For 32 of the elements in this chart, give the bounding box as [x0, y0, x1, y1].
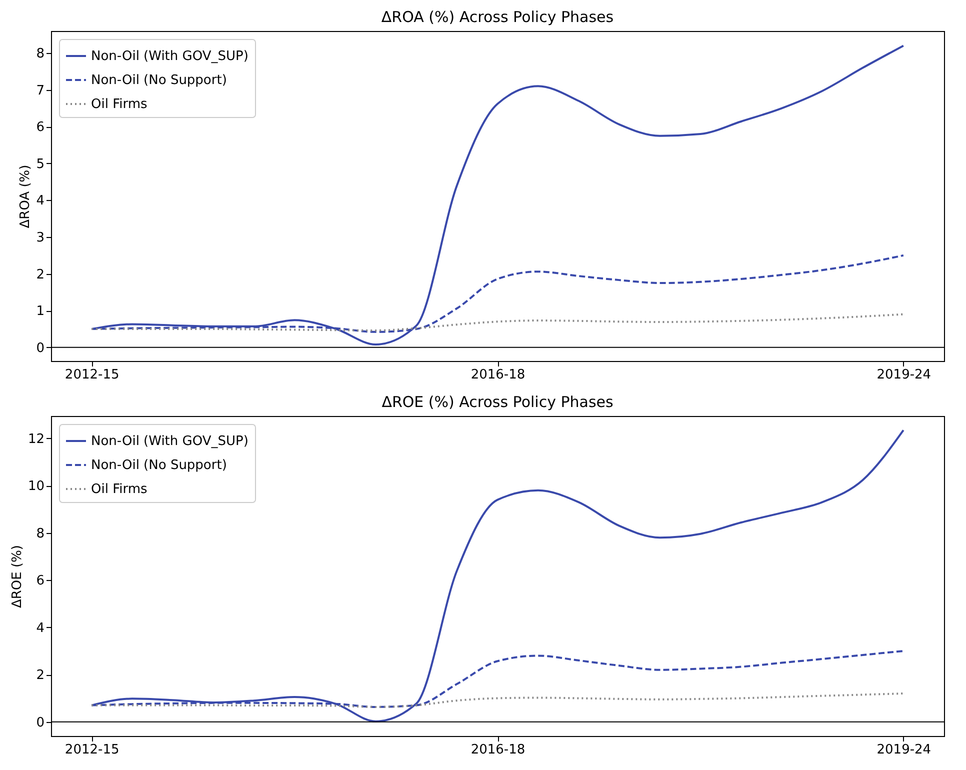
legend-label: Non-Oil (With GOV_SUP): [91, 49, 248, 64]
y-tick-label: 3: [36, 230, 44, 246]
legend-label: Oil Firms: [91, 97, 148, 112]
chart-title: ΔROE (%) Across Policy Phases: [382, 393, 614, 411]
legend-label: Non-Oil (No Support): [91, 458, 227, 473]
x-tick-label: 2016-18: [470, 368, 526, 382]
y-tick-label: 2: [36, 668, 44, 684]
y-tick-label: 7: [36, 83, 44, 98]
x-tick-label: 2012-15: [64, 368, 120, 382]
y-tick-label: 6: [36, 120, 44, 136]
y-tick-label: 0: [36, 340, 44, 356]
legend-label: Non-Oil (With GOV_SUP): [91, 434, 248, 449]
y-tick-label: 4: [36, 620, 44, 636]
chart-title: ΔROA (%) Across Policy Phases: [381, 8, 614, 26]
x-tick-label: 2019-24: [876, 368, 932, 382]
y-axis-title: ΔROA (%): [18, 164, 34, 228]
y-tick-label: 1: [36, 304, 44, 320]
y-tick-label: 5: [36, 156, 44, 172]
y-axis-title: ΔROE (%): [10, 544, 25, 608]
y-tick-label: 6: [36, 574, 44, 589]
y-tick-label: 0: [36, 715, 44, 730]
y-tick-label: 12: [28, 432, 44, 447]
legend-label: Non-Oil (No Support): [91, 73, 227, 88]
legend-label: Oil Firms: [91, 482, 148, 497]
x-tick-label: 2012-15: [64, 742, 120, 758]
y-tick-label: 2: [36, 267, 44, 282]
x-tick-label: 2019-24: [876, 742, 932, 758]
x-tick-label: 2016-18: [470, 742, 526, 758]
y-tick-label: 8: [36, 526, 44, 542]
y-tick-label: 10: [28, 479, 44, 494]
y-tick-label: 4: [36, 194, 44, 209]
y-tick-label: 8: [36, 46, 44, 62]
